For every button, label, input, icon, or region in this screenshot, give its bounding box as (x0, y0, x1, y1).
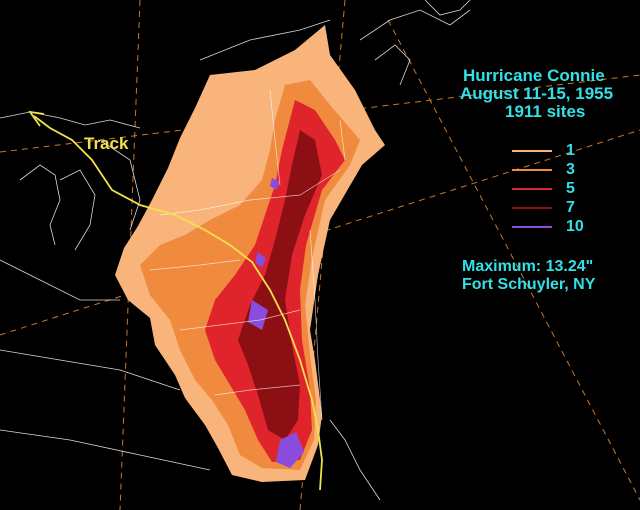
rainfall-region-7in (238, 130, 322, 440)
storm-name: Hurricane Connie (463, 66, 605, 85)
legend-item: 3 (512, 161, 632, 179)
legend-label: 3 (566, 161, 575, 178)
state-boundaries (149, 89, 346, 421)
legend-swatch (512, 169, 552, 171)
rainfall-region-10in (276, 432, 304, 468)
rainfall-region-10in (255, 252, 266, 268)
site-count: 1911 sites (505, 102, 586, 121)
maximum-location: Fort Schuyler, NY (462, 276, 596, 293)
legend-label: 7 (566, 199, 575, 216)
legend-label: 1 (566, 142, 575, 159)
storm-dates: August 11-15, 1955 (460, 84, 614, 103)
legend-label: 5 (566, 180, 575, 197)
legend-swatch (512, 150, 552, 152)
legend-swatch (512, 226, 552, 228)
legend-swatch (512, 207, 552, 209)
boundary-lines (0, 0, 471, 501)
legend-item: 1 (512, 142, 632, 160)
legend-item: 5 (512, 180, 632, 198)
legend-swatch (512, 188, 552, 190)
legend-item: 10 (512, 218, 632, 236)
legend-item: 7 (512, 199, 632, 217)
maximum-value: Maximum: 13.24" (462, 258, 594, 275)
rainfall-contours (115, 25, 385, 482)
rainfall-region-10in (270, 178, 280, 190)
track-label: Track (84, 134, 129, 153)
rainfall-region-10in (248, 300, 268, 330)
legend-label: 10 (566, 218, 584, 235)
track-arrowhead (28, 110, 45, 127)
storm-track (33, 115, 323, 491)
